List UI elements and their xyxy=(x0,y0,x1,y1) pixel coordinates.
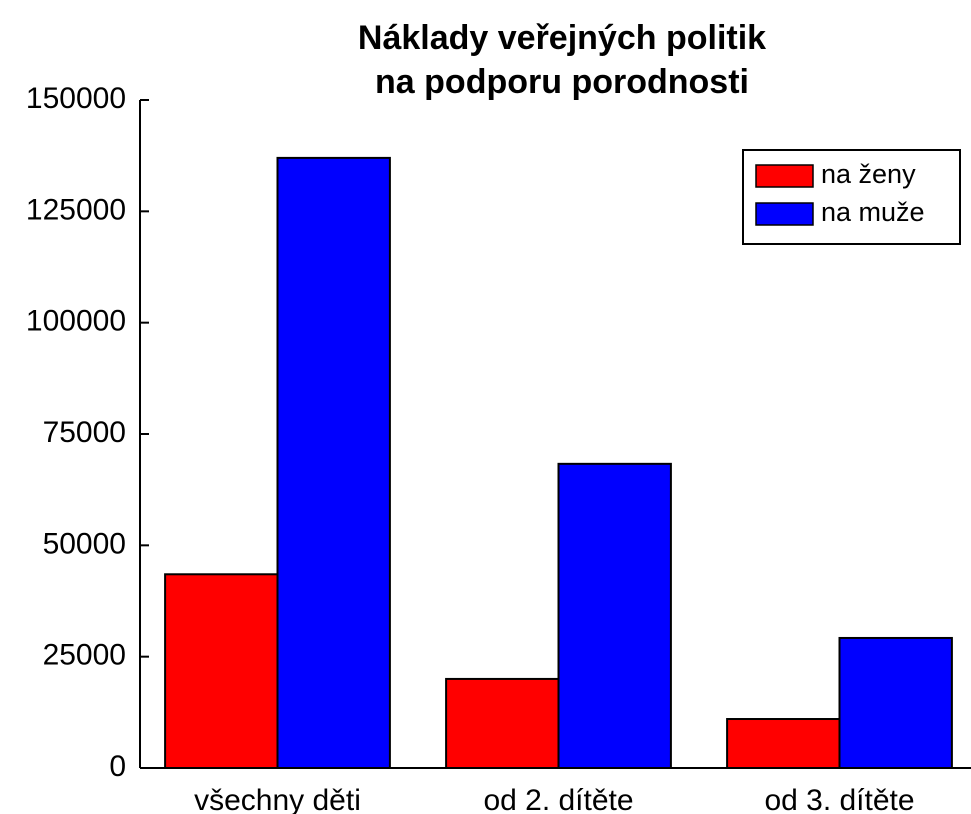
y-tick-label: 100000 xyxy=(26,305,126,338)
bar xyxy=(445,677,560,770)
legend-swatch xyxy=(755,202,814,226)
chart-title: Náklady veřejných politik xyxy=(358,19,766,57)
bar xyxy=(276,156,391,770)
legend-label: na muže xyxy=(821,197,925,227)
bar xyxy=(164,573,279,770)
y-tick-label: 125000 xyxy=(26,193,126,226)
y-tick-label: 50000 xyxy=(43,527,126,560)
x-tick-label: všechny děti xyxy=(194,784,361,814)
y-tick-label: 75000 xyxy=(43,416,126,449)
y-tick-label: 25000 xyxy=(43,639,126,672)
bar xyxy=(726,718,841,769)
chart-title: na podporu porodnosti xyxy=(375,63,749,101)
bar xyxy=(557,462,672,769)
x-tick-label: od 3. dítěte xyxy=(764,784,914,814)
y-tick-label: 0 xyxy=(109,750,126,783)
bar xyxy=(838,636,953,769)
x-tick-label: od 2. dítěte xyxy=(483,784,633,814)
legend-swatch xyxy=(755,164,814,188)
legend-label: na ženy xyxy=(821,159,916,189)
y-tick-label: 150000 xyxy=(26,82,126,115)
